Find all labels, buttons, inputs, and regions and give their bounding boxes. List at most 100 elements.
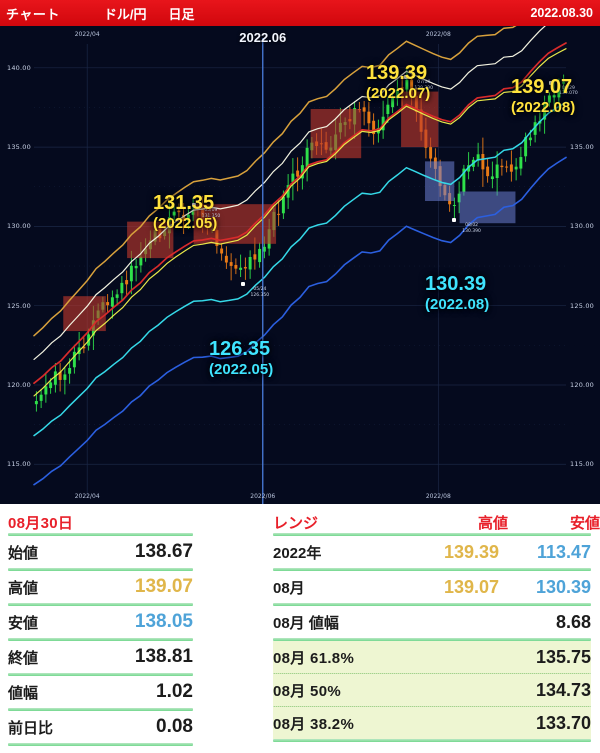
- x-axis-label-top: 2022/04: [74, 31, 100, 38]
- annotation-date: (2022.07): [366, 85, 431, 103]
- range-table-header: レンジ 高値 安値: [273, 504, 600, 533]
- x-axis-label-bottom: 2022/08: [425, 493, 451, 500]
- table-row: 安値 138.05: [8, 606, 193, 638]
- row-low-value: 8.68: [555, 611, 591, 632]
- y-axis-label-left: 120.00: [7, 380, 31, 389]
- row-separator: [8, 743, 193, 746]
- row-separator: [273, 568, 591, 571]
- row-label: 08月 50%: [273, 682, 341, 700]
- annotation-date: (2022.05): [209, 361, 274, 379]
- price-extreme-note: 08/29 139.070: [559, 85, 578, 97]
- row-separator: [8, 603, 193, 606]
- price-extreme-note: 05/09 131.350: [201, 207, 221, 219]
- range-header-low: 安値: [569, 515, 600, 532]
- row-separator: [273, 706, 591, 707]
- range-rows: 2022年 139.39 113.47 08月 139.07 130.39 08月 値幅 8.…: [273, 533, 591, 742]
- y-axis-label-right: 130.00: [570, 222, 594, 231]
- row-separator: [273, 638, 591, 641]
- annotation-139-39: 139.39 (2022.07): [366, 62, 430, 103]
- row-low-value: 134.73: [535, 679, 591, 700]
- annotation-131-35: 131.35 (2022.05): [153, 192, 217, 233]
- price-extreme-marker: [549, 80, 554, 85]
- row-separator: [8, 673, 193, 676]
- app-header: チャート ドル/円 日足 2022.08.30: [0, 0, 600, 26]
- header-date: 2022.08.30: [530, 6, 593, 20]
- table-row: 08月 50% 134.73: [273, 674, 591, 706]
- x-axis-label-bottom: 2022/06: [250, 493, 276, 500]
- table-row: 08月 61.8% 135.75: [273, 641, 591, 673]
- row-label: 安値: [8, 614, 39, 632]
- annotation-value: 126.35: [209, 338, 271, 360]
- row-low-value: 113.47: [536, 541, 591, 562]
- annotation-date: (2022.08): [511, 99, 576, 117]
- y-axis-label-right: 125.00: [570, 301, 594, 310]
- data-tables: 08月30日 始値 138.67 高値 139.07 安値 138.05 終値 138.81 値…: [0, 504, 600, 753]
- cursor-date-label: 2022.06: [239, 30, 287, 45]
- y-axis-label-left: 130.00: [7, 222, 31, 231]
- x-axis-label-bottom: 2022/04: [74, 493, 100, 500]
- y-axis-label-left: 115.00: [7, 460, 31, 469]
- table-row: 08月 38.2% 133.70: [273, 707, 591, 739]
- table-row: 始値 138.67: [8, 536, 193, 568]
- annotation-date: (2022.08): [425, 296, 490, 314]
- row-separator: [8, 533, 193, 536]
- price-chart[interactable]: 140.00 135.00 130.00 125.00 120.00 115.00 135.…: [0, 26, 600, 504]
- row-value: 138.05: [134, 611, 193, 632]
- annotation-126-35: 126.35 (2022.05): [209, 338, 273, 379]
- daily-table-header: 08月30日: [8, 504, 265, 533]
- row-separator: [273, 533, 591, 536]
- annotation-value: 139.39: [366, 62, 428, 84]
- table-row: 高値 139.07: [8, 571, 193, 603]
- row-label: 値幅: [8, 684, 39, 702]
- annotation-value: 131.35: [153, 192, 215, 214]
- header-timeframe: 日足: [168, 6, 195, 22]
- annotation-value: 139.07: [511, 76, 573, 98]
- price-extreme-marker: [191, 202, 196, 207]
- price-extreme-note: 07/14 139.390: [414, 80, 433, 92]
- row-value: 1.02: [156, 681, 193, 702]
- row-label: 始値: [8, 544, 39, 562]
- row-value: 0.08: [156, 716, 193, 737]
- annotation-value: 130.39: [425, 273, 487, 295]
- header-title: チャート: [6, 6, 60, 22]
- table-row: 2022年 139.39 113.47: [273, 536, 591, 568]
- row-label: 08月 値幅: [273, 614, 339, 632]
- row-label: 2022年: [273, 544, 322, 562]
- table-row: 終値 138.81: [8, 641, 193, 673]
- row-label: 08月: [273, 579, 305, 597]
- y-axis-label-right: 120.00: [570, 380, 594, 389]
- row-separator: [8, 568, 193, 571]
- row-separator: [8, 638, 193, 641]
- row-label: 08月 61.8%: [273, 649, 355, 667]
- x-axis-label-top: 2022/08: [425, 31, 451, 38]
- row-value: 138.81: [134, 646, 193, 667]
- price-extreme-marker: [404, 75, 409, 80]
- table-row: 08月 139.07 130.39: [273, 571, 591, 603]
- table-row: 前日比 0.08: [8, 711, 193, 743]
- price-extreme-note: 05/24 126.350: [250, 287, 270, 298]
- row-label: 前日比: [8, 719, 54, 737]
- y-axis-label-left: 140.00: [7, 63, 31, 72]
- row-separator: [8, 708, 193, 711]
- row-separator: [273, 673, 591, 674]
- price-extreme-marker: [452, 218, 457, 223]
- row-separator: [273, 603, 591, 606]
- row-label: 終値: [8, 649, 39, 667]
- annotation-139-07: 139.07 (2022.08): [511, 76, 575, 117]
- row-separator: [273, 739, 591, 742]
- row-value: 138.67: [134, 541, 193, 562]
- table-row: 08月 値幅 8.68: [273, 606, 591, 638]
- daily-rows: 始値 138.67 高値 139.07 安値 138.05 終値 138.81 値幅 1.02 前日…: [8, 533, 193, 746]
- daily-title: 08月30日: [8, 515, 74, 532]
- range-header-label: レンジ: [273, 515, 319, 532]
- annotation-130-39: 130.39 (2022.08): [425, 273, 489, 314]
- y-axis-label-left: 135.00: [7, 143, 31, 152]
- range-table: レンジ 高値 安値 2022年 139.39 113.47 08月 139.07 130.…: [265, 504, 600, 753]
- row-label: 高値: [8, 579, 39, 597]
- header-currency-pair: ドル/円: [103, 6, 147, 22]
- y-axis-label-right: 115.00: [570, 460, 594, 469]
- y-axis-label-right: 135.00: [570, 143, 594, 152]
- annotation-date: (2022.05): [153, 215, 218, 233]
- row-high-value: 139.07: [443, 576, 499, 597]
- row-high-value: 139.39: [443, 541, 499, 562]
